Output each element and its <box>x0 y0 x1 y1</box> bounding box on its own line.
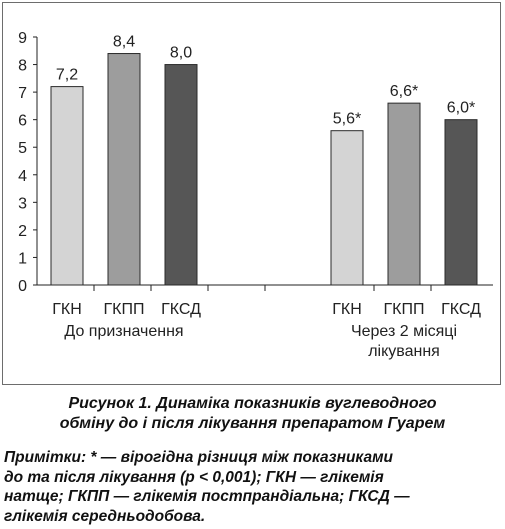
y-tick-label: 7 <box>18 85 27 102</box>
note-line: Примітки: * — вірогідна різниця між пока… <box>4 449 394 466</box>
bar-value-label: 7,2 <box>56 67 78 84</box>
y-tick-label: 9 <box>18 30 27 47</box>
bar <box>387 102 421 286</box>
bar <box>50 86 84 286</box>
figure-caption-line-1: Рисунок 1. Динаміка показників вуглеводн… <box>68 395 437 412</box>
x-category-label: ГКСД <box>161 301 201 318</box>
x-category-label: ГКН <box>332 301 362 318</box>
x-category-label: ГКПП <box>384 301 425 318</box>
y-tick-label: 2 <box>18 223 27 240</box>
x-group-label: лікування <box>368 343 440 360</box>
y-tick-label: 6 <box>18 113 27 130</box>
bar <box>164 64 198 286</box>
x-category-label: ГКСД <box>441 301 481 318</box>
x-group-label: Через 2 місяці <box>351 323 457 340</box>
note-line: до та після лікування (р < 0,001); ГКН —… <box>4 468 384 486</box>
y-tick-label: 1 <box>18 250 27 267</box>
bar-value-label: 6,6* <box>390 83 418 100</box>
note-line: натще; ГКПП — глікемія постпрандіальна; … <box>4 488 410 505</box>
x-category-label: ГКН <box>52 301 82 318</box>
y-tick-label: 3 <box>18 195 27 212</box>
figure-caption-line-2: обміну до і після лікування препаратом Г… <box>59 415 446 432</box>
bar <box>444 119 478 286</box>
y-tick-label: 0 <box>18 278 27 295</box>
chart-frame: 0 1 2 3 4 5 6 7 8 9 7,2 ГКН 8,4 ГКПП 8,0 ГКСД До признач… <box>2 2 501 385</box>
y-tick-label: 5 <box>18 140 27 157</box>
y-tick-label: 4 <box>18 168 27 185</box>
bar <box>330 130 364 286</box>
bar-value-label: 6,0* <box>447 100 475 117</box>
bar-chart: 0 1 2 3 4 5 6 7 8 9 7,2 ГКН 8,4 ГКПП 8,0 ГКСД До признач… <box>18 30 493 360</box>
y-tick-label: 8 <box>18 58 27 75</box>
bar-value-label: 8,0 <box>170 45 192 62</box>
x-group-label: До призначення <box>64 323 183 340</box>
bar-value-label: 8,4 <box>113 34 135 51</box>
note-line: глікемія середньодобова. <box>4 507 206 525</box>
figure-note: Примітки: * — вірогідна різниця між пока… <box>4 448 502 526</box>
bar-value-label: 5,6* <box>333 111 361 128</box>
x-category-label: ГКПП <box>104 301 145 318</box>
bar <box>107 53 141 286</box>
